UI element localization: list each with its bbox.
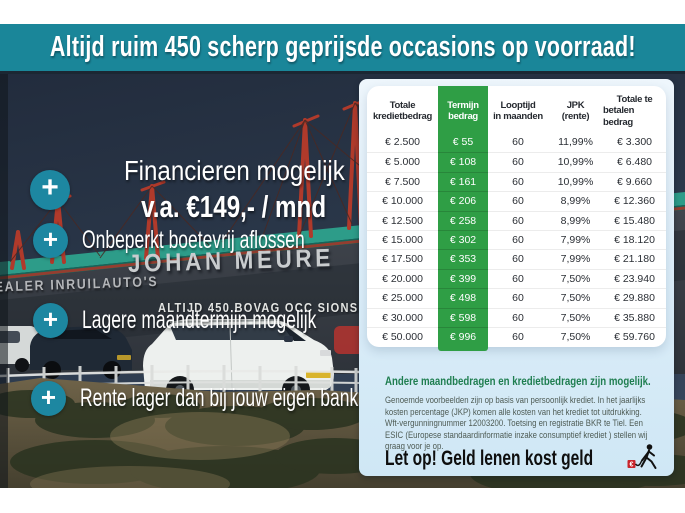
table-cell: 60 — [488, 229, 548, 249]
table-cell: € 21.180 — [603, 249, 666, 268]
table-cell: 7,50% — [548, 268, 603, 288]
table-cell: € 9.660 — [603, 171, 666, 191]
column-header-jpk: JPK (rente) — [561, 99, 590, 123]
top-white-strip — [0, 0, 685, 24]
table-cell: 60 — [488, 152, 548, 171]
table-cell: 60 — [488, 249, 548, 268]
table-cell: € 353 — [438, 249, 488, 268]
table-cell: 8,99% — [548, 191, 603, 210]
table-cell: € 498 — [438, 288, 488, 307]
table-cell: € 399 — [438, 268, 488, 288]
plus-icon: + — [33, 303, 68, 338]
table-cell: € 302 — [438, 229, 488, 249]
column-header-looptijd: Looptijd in maanden — [493, 99, 543, 123]
table-cell: € 50.000 — [367, 326, 438, 346]
usp-label: Onbeperkt boetevrij aflossen — [82, 226, 305, 254]
finance-panel: Totale kredietbedrag Termijn bedrag Loop… — [359, 79, 674, 476]
table-cell: 7,50% — [548, 326, 603, 346]
table-cell: € 6.480 — [603, 152, 666, 171]
table-cell: 60 — [488, 307, 548, 327]
table-cell: € 35.880 — [603, 307, 666, 327]
table-cell: € 206 — [438, 191, 488, 210]
table-cell: 10,99% — [548, 152, 603, 171]
table-cell: € 3.300 — [616, 136, 653, 148]
table-cell: 60 — [512, 136, 524, 148]
termijn-column-highlight — [438, 86, 488, 351]
table-cell: € 258 — [438, 210, 488, 230]
table-cell: € 55 — [452, 136, 474, 148]
table-cell: 10,99% — [548, 171, 603, 191]
plus-icon: + — [31, 381, 66, 416]
table-cell: € 10.000 — [367, 191, 438, 210]
table-cell: 7,50% — [548, 307, 603, 327]
usp-label: Lagere maandtermijn mogelijk — [82, 306, 317, 334]
plus-icon: + — [30, 169, 70, 210]
table-cell: 60 — [488, 210, 548, 230]
credit-warning-text: Let op! Geld lenen kost geld — [385, 447, 594, 470]
geld-lenen-kost-geld-icon: € — [627, 444, 657, 469]
usp-lagere-maandtermijn: + Lagere maandtermijn mogelijk — [33, 303, 417, 338]
table-cell: € 7.500 — [367, 171, 438, 191]
disclaimer-body: Genoemde voorbeelden zijn op basis van p… — [385, 395, 648, 452]
top-banner: Altijd ruim 450 scherp geprijsde occasio… — [0, 24, 685, 74]
table-cell: 60 — [488, 288, 548, 307]
table-cell: 7,99% — [548, 229, 603, 249]
table-cell: 60 — [488, 171, 548, 191]
disclaimer-heading: Andere maandbedragen en kredietbedragen … — [385, 376, 651, 388]
svg-text:€: € — [630, 462, 634, 469]
table-cell: € 12.360 — [603, 191, 666, 210]
table-cell: € 15.000 — [367, 229, 438, 249]
table-cell: € 30.000 — [367, 307, 438, 327]
table-cell: € 15.480 — [603, 210, 666, 230]
table-cell: € 29.880 — [603, 288, 666, 307]
table-cell: 60 — [488, 268, 548, 288]
usp-financing-line2: v.a. €149,- / mnd — [141, 189, 327, 224]
table-cell: € 5.000 — [367, 152, 438, 171]
table-cell: € 18.120 — [603, 229, 666, 249]
finance-table-card: Totale kredietbedrag Termijn bedrag Loop… — [367, 86, 666, 351]
table-cell: 60 — [488, 191, 548, 210]
table-cell: € 161 — [438, 171, 488, 191]
table-cell: € 12.500 — [367, 210, 438, 230]
column-header-kredietbedrag: Totale kredietbedrag — [373, 99, 432, 123]
plus-icon: + — [33, 223, 68, 258]
table-cell: € 20.000 — [367, 268, 438, 288]
table-cell: 11,99% — [558, 136, 593, 148]
usp-financing-line1: Financieren mogelijk — [123, 155, 345, 186]
usp-rente-lager: + Rente lager dan bij jouw eigen bank — [31, 381, 478, 416]
building-sign-occasions: ALTIJD 450 BOVAG OCC SIONS — [158, 300, 359, 315]
usp-financing: + Financieren mogelijk v.a. €149,- / mnd — [30, 153, 384, 226]
column-header-termijnbedrag: Termijn bedrag — [447, 99, 479, 123]
usp-boetevrij-aflossen: + Onbeperkt boetevrij aflossen — [33, 223, 400, 258]
table-cell: € 2.500 — [384, 136, 421, 148]
table-cell: € 59.760 — [603, 326, 666, 346]
table-cell: € 25.000 — [367, 288, 438, 307]
banner-text: Altijd ruim 450 scherp geprijsde occasio… — [49, 31, 636, 63]
table-cell: € 17.500 — [367, 249, 438, 268]
column-header-totaal: Totale te betalen bedrag — [603, 93, 653, 128]
table-cell: € 108 — [438, 152, 488, 171]
usp-label: Rente lager dan bij jouw eigen bank — [80, 384, 359, 412]
table-cell: € 996 — [438, 326, 488, 346]
table-cell: 8,99% — [548, 210, 603, 230]
bottom-white-strip — [0, 488, 685, 513]
finance-table-grid: Totale kredietbedrag Termijn bedrag Loop… — [367, 86, 666, 346]
table-cell: 7,50% — [548, 288, 603, 307]
table-cell: € 598 — [438, 307, 488, 327]
table-cell: 60 — [488, 326, 548, 346]
table-cell: 7,99% — [548, 249, 603, 268]
table-cell: € 23.940 — [603, 268, 666, 288]
